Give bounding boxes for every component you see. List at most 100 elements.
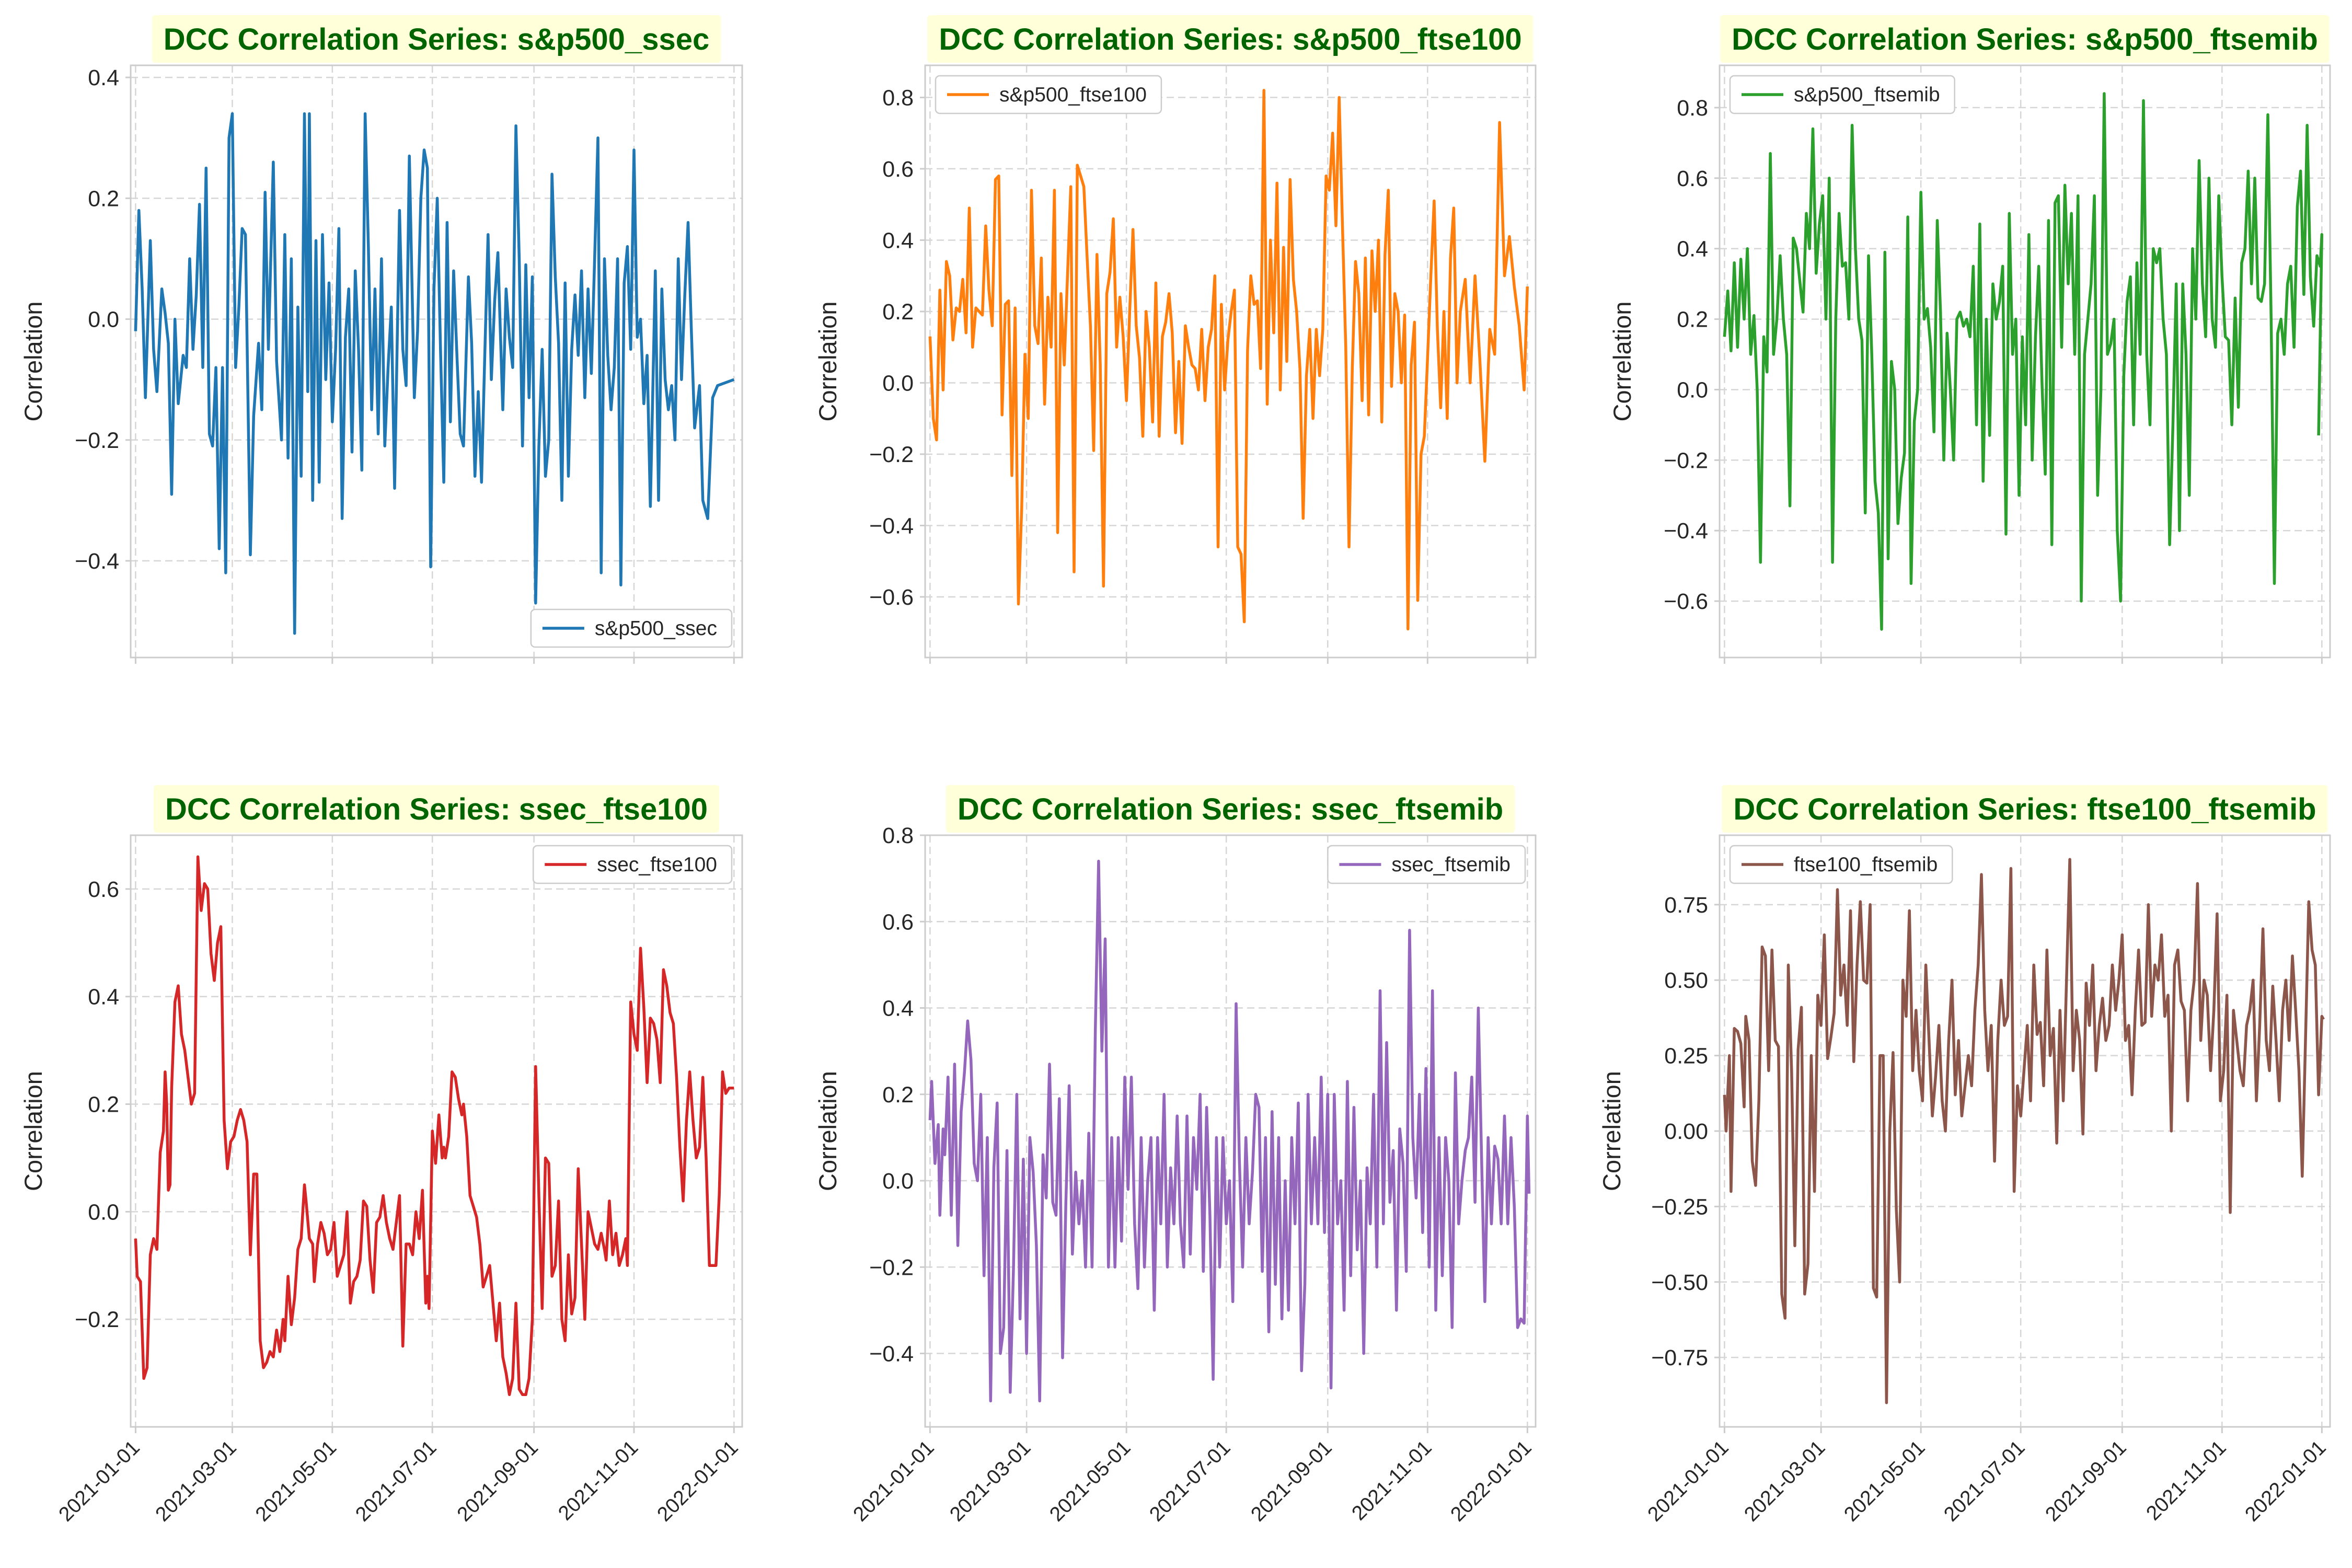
title-background — [946, 785, 1515, 833]
y-tick-label: 0.2 — [88, 1092, 119, 1117]
series-line — [928, 859, 1531, 1403]
y-tick-label: 0.6 — [882, 157, 914, 182]
y-tick-label: −0.50 — [1651, 1270, 1708, 1295]
series-line — [134, 112, 735, 635]
legend-box — [935, 75, 1162, 114]
y-tick-label: −0.4 — [75, 549, 119, 574]
plot-frame — [924, 834, 1537, 1428]
y-tick-label: 0.8 — [1677, 96, 1708, 121]
x-tick-label: 2021-11-01 — [554, 1436, 642, 1525]
y-tick-label: 0.4 — [88, 65, 119, 90]
y-tick-label: 0.8 — [882, 85, 914, 110]
legend-label: ftse100_ftsemib — [1794, 854, 1938, 876]
legend-label: ssec_ftsemib — [1391, 854, 1511, 876]
title-background — [1720, 15, 2330, 63]
y-tick-label: 0.2 — [882, 1082, 914, 1108]
legend-box — [1729, 75, 1955, 114]
title-background — [153, 785, 720, 833]
y-tick-label: 0.8 — [882, 823, 914, 848]
y-tick-label: 0.2 — [1677, 307, 1708, 332]
chart-title: DCC Correlation Series: s&p500_ftsemib — [1732, 22, 2318, 56]
chart-title: DCC Correlation Series: ssec_ftsemib — [958, 792, 1503, 826]
title-background — [1722, 785, 2328, 833]
legend-box — [532, 845, 733, 884]
x-tick-label: 2021-05-01 — [251, 1436, 341, 1526]
plot-frame — [1719, 64, 2331, 659]
legend-label: ssec_ftse100 — [597, 854, 717, 876]
y-tick-label: −0.2 — [75, 428, 119, 453]
title-background — [927, 15, 1534, 63]
x-tick-label: 2021-03-01 — [946, 1436, 1035, 1526]
x-tick-label: 2021-05-01 — [1045, 1436, 1135, 1526]
x-tick-label: 2021-09-01 — [453, 1436, 543, 1526]
y-axis-label: Correlation — [814, 1071, 841, 1191]
x-tick-label: 2022-01-01 — [2241, 1436, 2330, 1526]
series-line — [134, 855, 734, 1397]
y-tick-label: 0.2 — [88, 186, 119, 211]
y-tick-label: 0.6 — [1677, 166, 1708, 191]
y-tick-label: 0.4 — [882, 996, 914, 1021]
y-tick-label: −0.6 — [1664, 589, 1708, 614]
legend-box — [1327, 845, 1526, 884]
legend-box — [530, 608, 733, 648]
x-tick-label: 2021-01-01 — [1643, 1436, 1733, 1526]
legend: s&p500_ftse100 — [935, 75, 1162, 114]
y-tick-label: 0.4 — [882, 228, 914, 253]
y-tick-label: 0.00 — [1664, 1119, 1708, 1144]
chart-title: DCC Correlation Series: ssec_ftse100 — [165, 792, 708, 826]
legend: ftse100_ftsemib — [1729, 845, 1953, 884]
x-tick-label: 2021-11-01 — [2142, 1436, 2230, 1525]
x-tick-label: 2021-01-01 — [849, 1436, 938, 1526]
chart-panel-6: −0.75 −0.50 −0.25 0.00 0.25 0.50 0.75 2021-01-0… — [1598, 785, 2331, 1526]
legend-box — [1729, 845, 1953, 884]
chart-title: DCC Correlation Series: s&p500_ftse100 — [939, 22, 1521, 56]
x-tick-label: 2022-01-01 — [1446, 1436, 1536, 1526]
chart-title: DCC Correlation Series: s&p500_ssec — [164, 22, 709, 56]
legend: s&p500_ftsemib — [1729, 75, 1955, 114]
legend: ssec_ftse100 — [532, 845, 733, 884]
x-tick-label: 2021-01-01 — [54, 1436, 144, 1526]
x-tick-label: 2021-09-01 — [1247, 1436, 1336, 1526]
x-tick-label: 2021-09-01 — [2041, 1436, 2130, 1526]
y-tick-label: −0.4 — [869, 1342, 914, 1367]
legend-label: s&p500_ftsemib — [1794, 84, 1940, 106]
legend: ssec_ftsemib — [1327, 845, 1526, 884]
y-tick-label: 0.25 — [1664, 1044, 1708, 1069]
y-tick-label: −0.75 — [1651, 1345, 1708, 1370]
y-axis-label: Correlation — [814, 302, 841, 422]
y-tick-label: 0.75 — [1664, 893, 1708, 918]
y-tick-label: 0.0 — [882, 1169, 914, 1194]
y-tick-label: −0.2 — [869, 442, 914, 467]
chart-panel-2: −0.6 −0.4 −0.2 0.0 0.2 0.4 0.6 0.8 Correlation DC… — [814, 15, 1537, 664]
legend-label: s&p500_ftse100 — [999, 84, 1147, 106]
series-line — [1723, 858, 2325, 1404]
plot-frame — [130, 64, 743, 659]
title-background — [152, 15, 721, 63]
legend-label: s&p500_ssec — [595, 617, 717, 640]
y-tick-label: 0.0 — [1677, 377, 1708, 402]
x-tick-label: 2021-03-01 — [1740, 1436, 1829, 1526]
plot-frame — [924, 64, 1537, 659]
x-tick-label: 2021-11-01 — [1347, 1436, 1436, 1525]
y-axis-label: Correlation — [1608, 302, 1636, 422]
y-tick-label: −0.4 — [1664, 518, 1708, 544]
y-tick-label: 0.2 — [882, 299, 914, 325]
series-line — [1723, 92, 2324, 631]
y-tick-label: −0.4 — [869, 513, 914, 538]
x-tick-label: 2021-07-01 — [351, 1436, 441, 1526]
plot-frame — [130, 834, 743, 1428]
chart-title: DCC Correlation Series: ftse100_ftsemib — [1733, 792, 2316, 826]
y-tick-label: 0.0 — [88, 1200, 119, 1225]
x-tick-label: 2022-01-01 — [653, 1436, 742, 1526]
y-tick-label: 0.4 — [1677, 237, 1708, 262]
legend: s&p500_ssec — [530, 608, 733, 648]
y-tick-label: 0.6 — [882, 909, 914, 935]
y-tick-label: 0.6 — [88, 877, 119, 902]
y-tick-label: −0.2 — [75, 1307, 119, 1332]
y-tick-label: 0.4 — [88, 985, 119, 1010]
y-tick-label: 0.0 — [882, 371, 914, 396]
x-tick-label: 2021-03-01 — [151, 1436, 240, 1526]
y-axis-label: Correlation — [19, 302, 47, 422]
